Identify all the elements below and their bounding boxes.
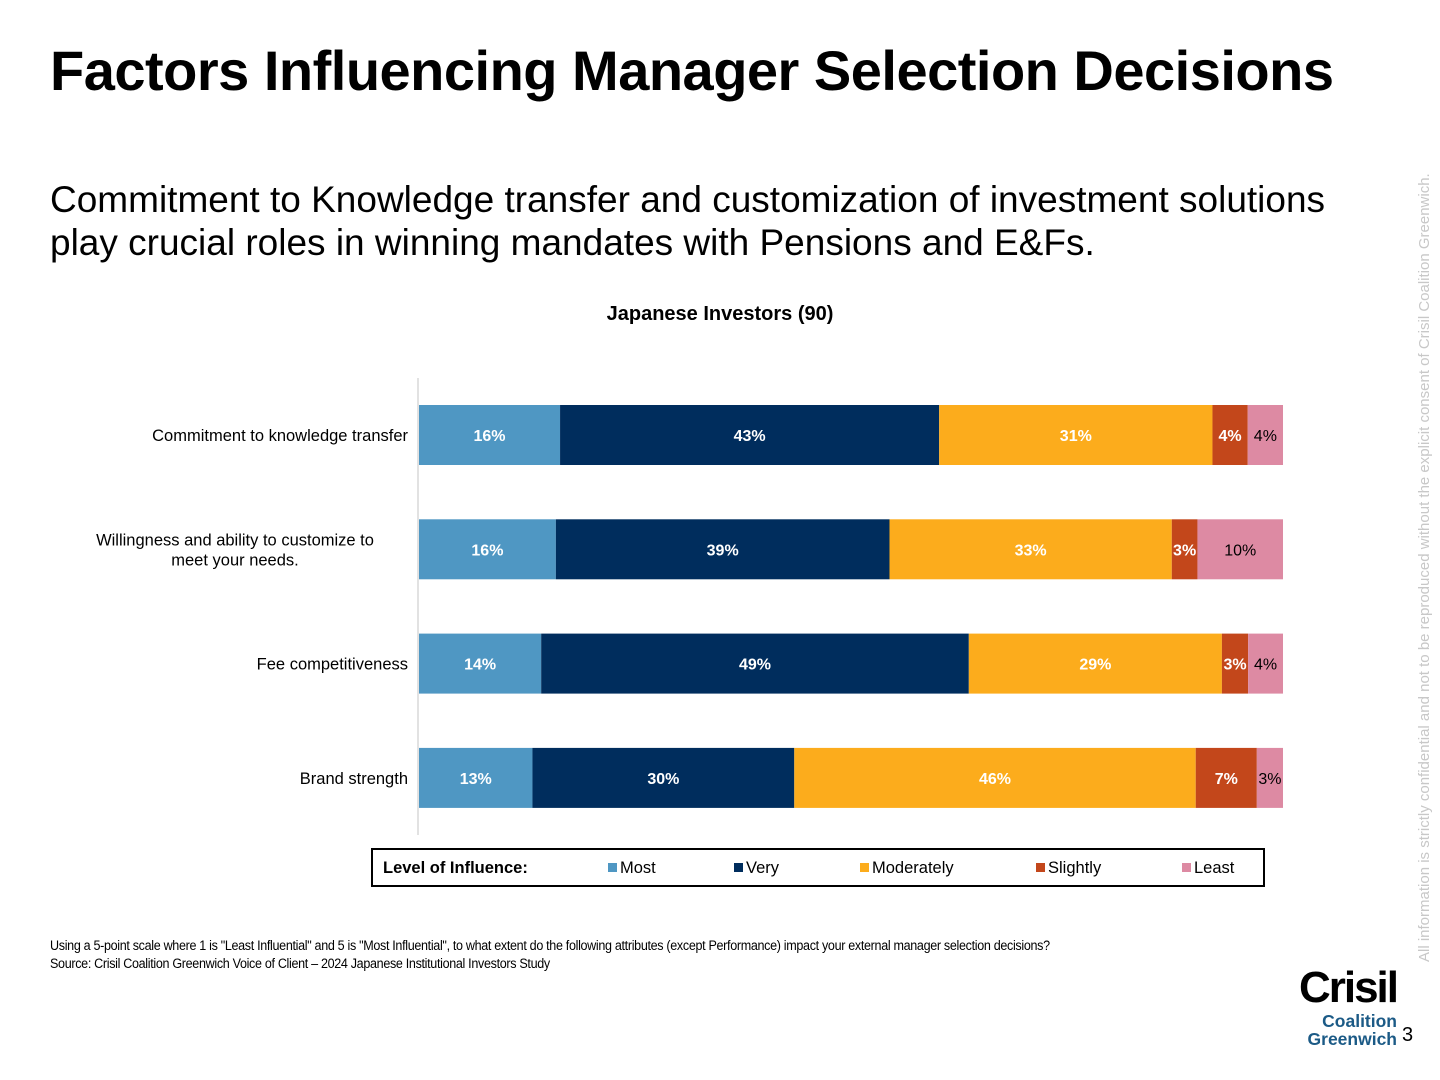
bar-moderately-2 bbox=[889, 519, 1172, 580]
bar-slightly-1 bbox=[1212, 405, 1248, 465]
data-label-least-3: 4% bbox=[1254, 657, 1277, 674]
bar-most-3 bbox=[419, 633, 542, 694]
bar-very-2 bbox=[555, 519, 890, 580]
legend-label-slightly: Slightly bbox=[1048, 859, 1102, 877]
data-label-very-2: 39% bbox=[707, 542, 739, 559]
legend-item-least: Least bbox=[1182, 859, 1234, 878]
data-label-slightly-2: 3% bbox=[1173, 542, 1196, 559]
bar-most-2 bbox=[419, 519, 556, 580]
data-label-least-4: 3% bbox=[1258, 771, 1281, 788]
category-label: Willingness and ability to customize to m… bbox=[96, 531, 374, 569]
confidentiality-note: All information is strictly confidential… bbox=[1416, 173, 1433, 962]
legend-swatch-very bbox=[734, 863, 743, 872]
bar-slightly-3 bbox=[1221, 633, 1249, 694]
data-label-moderately-2: 33% bbox=[1015, 542, 1047, 559]
bar-slightly-4 bbox=[1195, 747, 1257, 808]
footnote-source: Source: Crisil Coalition Greenwich Voice… bbox=[50, 956, 550, 971]
bar-moderately-1 bbox=[939, 405, 1213, 465]
legend-item-moderately: Moderately bbox=[860, 859, 954, 878]
footnote: Using a 5-point scale where 1 is "Least … bbox=[50, 937, 1050, 973]
legend-item-slightly: Slightly bbox=[1036, 859, 1101, 878]
bar-very-4 bbox=[532, 747, 795, 808]
category-label: Fee competitiveness bbox=[257, 656, 408, 674]
data-label-slightly-1: 4% bbox=[1219, 428, 1242, 445]
legend-swatch-least bbox=[1182, 863, 1191, 872]
page-number: 3 bbox=[1402, 1024, 1414, 1046]
legend-label-most: Most bbox=[620, 859, 656, 877]
data-label-moderately-1: 31% bbox=[1060, 428, 1092, 445]
bar-least-2 bbox=[1197, 519, 1283, 580]
data-label-least-1: 4% bbox=[1254, 428, 1277, 445]
logo-wordmark: Crisil bbox=[1298, 963, 1399, 1012]
data-label-least-2: 10% bbox=[1224, 542, 1256, 559]
legend-swatch-moderately bbox=[860, 863, 869, 872]
data-label-most-1: 16% bbox=[474, 428, 506, 445]
data-label-very-4: 30% bbox=[647, 771, 679, 788]
legend-item-most: Most bbox=[608, 859, 656, 878]
legend-label-very: Very bbox=[746, 859, 780, 877]
legend-item-very: Very bbox=[734, 859, 779, 878]
logo-line-2: Greenwich bbox=[1307, 1029, 1397, 1049]
company-logo: Crisil Coalition Greenwich bbox=[1282, 963, 1399, 1049]
page-title: Factors Influencing Manager Selection De… bbox=[50, 39, 1334, 102]
chart-title: Japanese Investors (90) bbox=[606, 303, 834, 325]
data-label-most-3: 14% bbox=[464, 657, 496, 674]
data-label-moderately-4: 46% bbox=[979, 771, 1011, 788]
data-label-very-1: 43% bbox=[734, 428, 766, 445]
bar-slightly-2 bbox=[1171, 519, 1198, 580]
data-label-slightly-3: 3% bbox=[1223, 657, 1246, 674]
data-label-slightly-4: 7% bbox=[1215, 771, 1238, 788]
category-label: Brand strength bbox=[300, 770, 408, 788]
legend-swatch-slightly bbox=[1036, 863, 1045, 872]
data-label-most-2: 16% bbox=[471, 542, 503, 559]
bar-most-4 bbox=[419, 747, 533, 808]
logo-line-1: Coalition bbox=[1322, 1011, 1397, 1031]
data-label-moderately-3: 29% bbox=[1079, 657, 1111, 674]
legend-swatch-most bbox=[608, 863, 617, 872]
category-label: Commitment to knowledge transfer bbox=[152, 427, 408, 445]
data-label-most-4: 13% bbox=[460, 771, 492, 788]
bar-least-3 bbox=[1248, 633, 1283, 694]
chart-legend: Level of Influence: Most Very Moderately… bbox=[371, 848, 1265, 887]
bar-moderately-3 bbox=[968, 633, 1222, 694]
legend-title: Level of Influence: bbox=[383, 859, 528, 877]
bar-least-1 bbox=[1247, 405, 1283, 465]
bar-least-4 bbox=[1256, 747, 1283, 808]
bar-moderately-4 bbox=[794, 747, 1196, 808]
footnote-question: Using a 5-point scale where 1 is "Least … bbox=[50, 938, 1050, 953]
bar-very-1 bbox=[560, 405, 940, 465]
page-subtitle: Commitment to Knowledge transfer and cus… bbox=[50, 179, 1326, 263]
bar-very-3 bbox=[541, 633, 969, 694]
data-label-very-3: 49% bbox=[739, 657, 771, 674]
bar-most-1 bbox=[419, 405, 561, 465]
legend-label-moderately: Moderately bbox=[872, 859, 954, 877]
legend-label-least: Least bbox=[1194, 859, 1235, 877]
